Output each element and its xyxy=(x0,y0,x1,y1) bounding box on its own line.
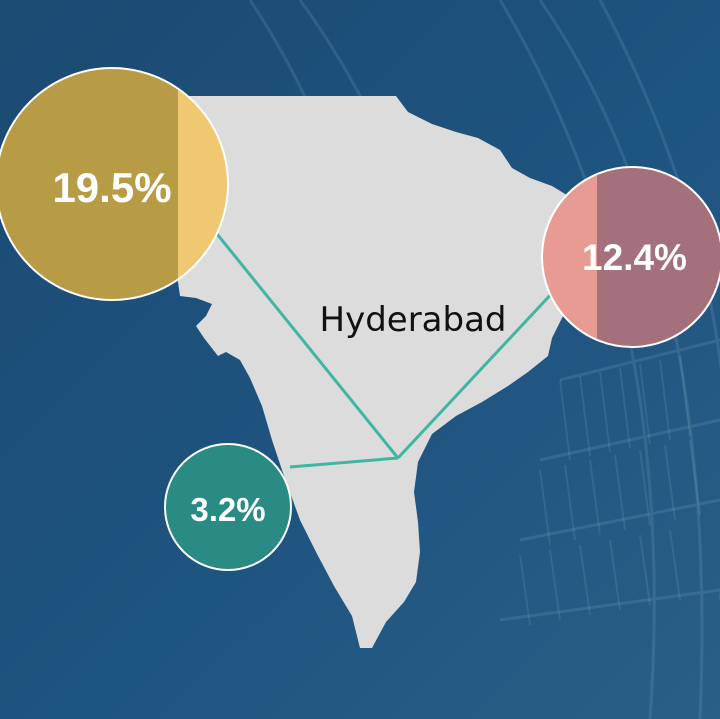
connector-line-3-2 xyxy=(289,456,399,469)
bubble-3-2-value: 3.2% xyxy=(190,491,266,528)
connector-lines xyxy=(211,228,557,469)
connector-line-12-4 xyxy=(396,288,557,460)
bubble-3-2 xyxy=(164,443,292,571)
connector-line-19-5 xyxy=(211,228,400,459)
south-india-landmass xyxy=(178,96,600,648)
bubble-12-4-value: 12.4% xyxy=(582,237,687,278)
region-label-hyderabad: Hyderabad xyxy=(319,300,507,340)
bookshelf-spines xyxy=(519,355,701,626)
bubble-12-4 xyxy=(541,166,720,348)
bubble-19-5-value: 19.5% xyxy=(52,164,172,211)
